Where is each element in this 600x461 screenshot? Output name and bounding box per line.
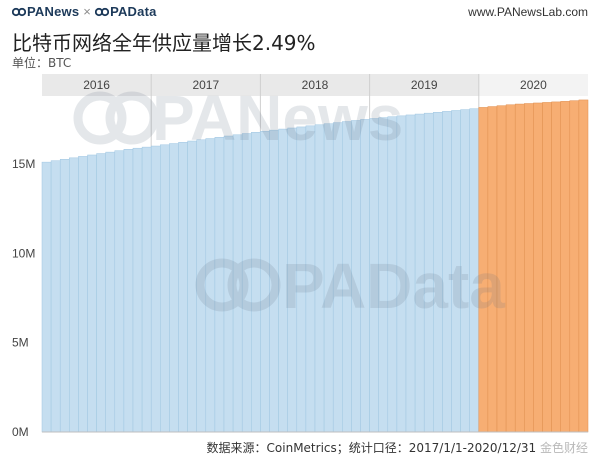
bar-2017-01 [150,145,161,433]
watermark-top: PANews [73,82,403,154]
bar-2016-05 [78,156,88,433]
watermark-bottom-text: PAData [282,250,505,322]
source-text: 数据来源：CoinMetrics；统计口径： [206,441,409,455]
bar-2016-01 [41,161,52,433]
bar-2016-07 [96,153,106,433]
bar-2017-12 [251,132,261,433]
bar-2018-01 [260,130,270,433]
y-tick-label: 0M [12,425,29,439]
year-band-highlight [478,74,588,96]
year-label-2018: 2018 [302,78,329,92]
year-label-2016: 2016 [83,78,110,92]
brand-right: PAData [110,4,157,19]
header-bar: PANews × PAData www.PANewsLab.com [0,0,600,22]
y-tick-label: 5M [12,336,29,350]
bar-2016-12 [141,146,152,433]
brand-logos: PANews × PAData [12,4,157,19]
bar-2016-02 [50,160,61,433]
bar-2017-05 [187,140,197,433]
source-note: 数据来源：CoinMetrics；统计口径：2017/1/1-2020/12/3… [207,439,588,456]
bar-2020-10 [560,101,571,433]
bar-2020-04 [505,104,516,433]
bar-2020-12 [578,99,589,433]
bar-2020-07 [533,102,543,433]
bar-2017-02 [160,144,170,433]
panews-logo-icon [12,7,26,17]
bar-2016-06 [87,154,97,433]
chart-title: 比特币网络全年供应量增长2.49% [12,31,316,55]
bar-2020-08 [542,102,552,433]
bar-2020-09 [551,101,561,433]
y-tick-label: 10M [12,246,35,260]
year-band-bg [42,74,588,96]
year-label-2020: 2020 [520,78,547,92]
y-tick-label: 15M [12,157,35,171]
y-axis: 0M 5M 10M 15M [12,157,588,439]
watermark-top-text: PANews [152,82,403,154]
watermark-bottom: PAData [195,250,505,322]
bar-2017-08 [214,137,225,433]
bar-2017-03 [169,143,179,433]
bar-2020-05 [514,103,525,433]
bar-2017-04 [178,142,188,433]
year-label-2017: 2017 [192,78,219,92]
watermark-layer: PANews PAData [73,82,505,322]
bar-2020-11 [569,100,580,433]
bar-2016-11 [132,147,143,433]
site-url[interactable]: www.PANewsLab.com [468,5,588,19]
unit-label: 单位：BTC [12,56,72,70]
bar-2017-07 [205,138,216,433]
bars [41,99,589,433]
bar-2016-10 [123,149,134,433]
bar-2016-03 [59,159,70,433]
padata-logo-icon [95,7,110,17]
brand-separator: × [83,4,92,19]
bar-2016-09 [114,150,125,433]
source-range: 2017/1/1-2020/12/31 [408,441,537,455]
jinse-watermark: 金色财经 [539,441,588,455]
bar-2016-04 [69,157,79,433]
brand-left: PANews [27,4,80,19]
bar-2016-08 [105,151,116,433]
bar-2020-06 [524,103,534,433]
year-label-2019: 2019 [411,78,438,92]
